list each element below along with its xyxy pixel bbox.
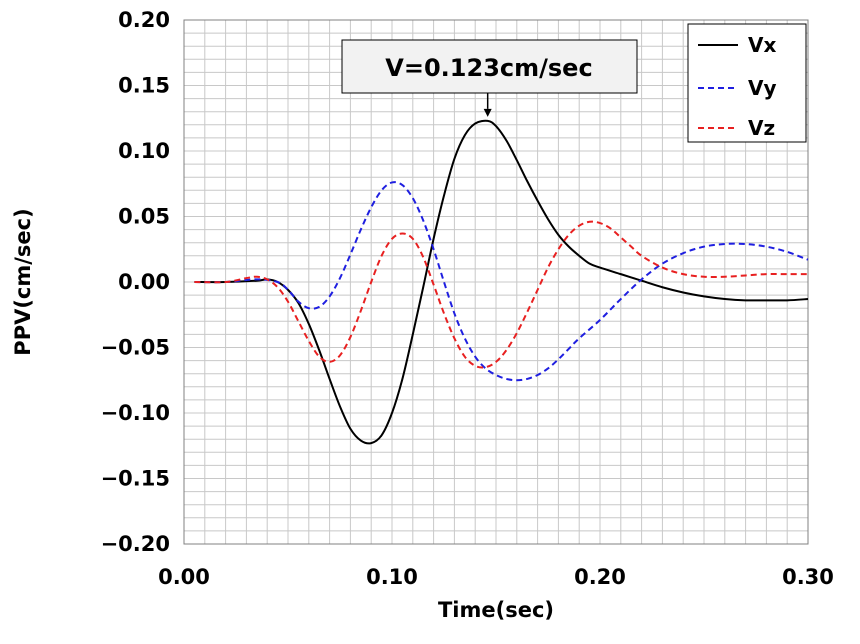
- y-tick-label: −0.10: [101, 401, 170, 425]
- x-axis-title: Time(sec): [438, 598, 554, 622]
- annotation-text: V=0.123cm/sec: [385, 54, 592, 82]
- y-tick-label: 0.20: [118, 8, 170, 32]
- y-tick-label: −0.20: [101, 532, 170, 556]
- x-tick-label: 0.20: [574, 565, 626, 589]
- legend-box: [687, 23, 807, 143]
- y-tick-label: 0.10: [118, 139, 170, 163]
- peak-annotation: V=0.123cm/sec: [341, 39, 638, 117]
- x-tick-label: 0.10: [366, 565, 418, 589]
- plot-frame: [183, 19, 809, 545]
- y-axis-title: PPV(cm/sec): [11, 208, 35, 355]
- y-tick-label: −0.05: [101, 336, 170, 360]
- y-axis-ticks: 0.20 0.15 0.10 0.05 0.00 −0.05 −0.10 −0.15 −0.20: [101, 8, 170, 556]
- legend-label-vx: Vx: [748, 33, 776, 57]
- y-tick-label: −0.15: [101, 467, 170, 491]
- legend: Vx Vy Vz: [687, 23, 807, 143]
- x-axis-ticks: 0.00 0.10 0.20 0.30: [158, 565, 834, 589]
- annotation-box: [341, 39, 638, 94]
- series-line-vx: [194, 119, 809, 445]
- y-tick-label: 0.15: [118, 74, 170, 98]
- y-tick-label: 0.00: [118, 270, 170, 294]
- legend-label-vz: Vz: [748, 116, 775, 140]
- x-tick-label: 0.00: [158, 565, 210, 589]
- series-line-vy: [194, 181, 809, 382]
- x-tick-label: 0.30: [782, 565, 834, 589]
- y-tick-label: 0.05: [118, 205, 170, 229]
- series-layer: [194, 119, 809, 445]
- annotation-arrowhead: [483, 108, 492, 117]
- legend-label-vy: Vy: [748, 76, 777, 100]
